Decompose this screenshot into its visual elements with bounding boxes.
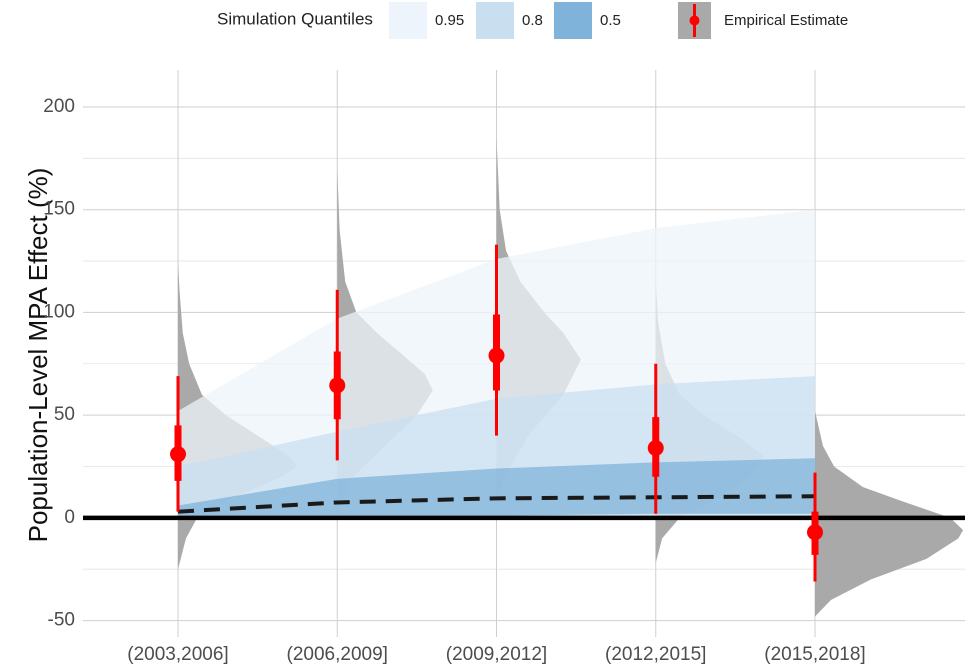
estimate-point [170,446,186,463]
legend-label: Empirical Estimate [724,12,848,29]
y-tick-label: 150 [43,199,75,220]
legend-label: 0.5 [600,12,621,29]
estimate-point [807,524,823,541]
x-tick-label: (2003,2006] [127,644,228,665]
legend-title: Simulation Quantiles [217,9,373,28]
y-tick-label: -50 [48,610,75,631]
legend-swatch [476,2,514,39]
y-tick-label: 50 [54,404,75,425]
violin [815,411,964,617]
estimate-point [647,440,664,456]
estimate-point [488,347,505,364]
legend-label: 0.8 [522,12,543,29]
x-tick-label: (2009,2012] [446,644,547,665]
x-tick-label: (2012,2015] [605,644,706,665]
legend-swatch [554,2,592,39]
legend-swatch-point [689,15,700,26]
y-tick-label: 100 [43,301,75,322]
x-tick-label: (2006,2009] [287,644,388,665]
y-axis-label: Population-Level MPA Effect (%) [23,168,53,543]
x-tick-label: (2015,2018] [764,644,865,665]
y-tick-label: 200 [43,96,75,117]
median-line [177,494,816,514]
legend-swatch [389,2,427,39]
estimate-point [329,377,346,394]
y-tick-label: 0 [64,507,75,528]
legend-label: 0.95 [435,12,464,29]
